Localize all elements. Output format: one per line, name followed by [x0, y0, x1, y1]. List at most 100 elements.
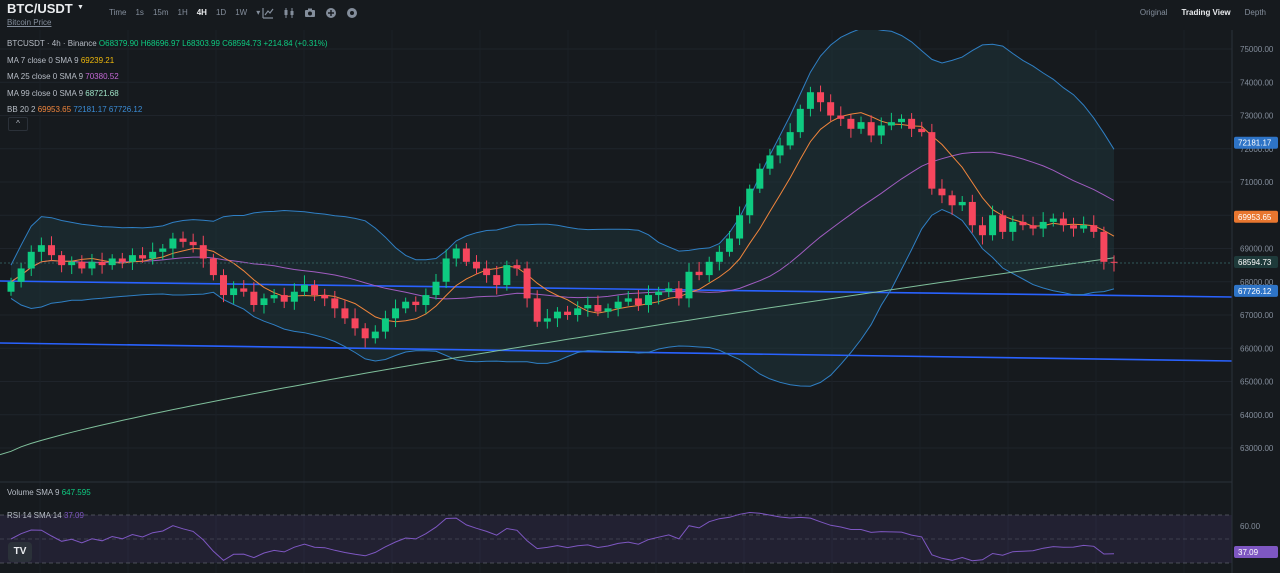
indicator-icon[interactable]: [262, 7, 274, 19]
candle-body: [1049, 218, 1057, 222]
candle-body: [230, 288, 238, 296]
chart-tools: [262, 7, 358, 19]
price-axis-tick: 73000.00: [1240, 112, 1274, 121]
view-tab-original[interactable]: Original: [1139, 8, 1168, 17]
interval-1h[interactable]: 1H: [177, 8, 188, 17]
candle-body: [989, 215, 997, 236]
asset-subtitle-link[interactable]: Bitcoin Price: [7, 18, 52, 27]
candle-body: [725, 238, 733, 252]
rsi-axis-tick: 60.00: [1240, 522, 1261, 531]
legend-ma7[interactable]: MA 7 close 0 SMA 9 69239.21: [7, 53, 328, 70]
candle-body: [128, 255, 136, 262]
price-axis-tick: 65000.00: [1240, 378, 1274, 387]
ma99-value: 68721.68: [85, 88, 119, 98]
chart-type-icon[interactable]: [283, 7, 295, 19]
candle-body: [806, 92, 814, 109]
tradingview-logo[interactable]: TV: [8, 542, 32, 562]
legend-ma99[interactable]: MA 99 close 0 SMA 9 68721.68: [7, 86, 328, 103]
interval-1w[interactable]: 1W: [235, 8, 248, 17]
candle-body: [240, 288, 248, 292]
candle-body: [1009, 221, 1017, 232]
candlesticks: [7, 85, 1118, 348]
candle-body: [523, 268, 531, 299]
candle-body: [189, 241, 197, 246]
view-tab-trading-view[interactable]: Trading View: [1181, 8, 1231, 17]
settings-icon[interactable]: [346, 7, 358, 19]
candle-body: [250, 291, 258, 306]
price-badge-value: 72181.17: [1238, 139, 1272, 148]
legend-bb[interactable]: BB 20 2 69953.65 72181.17 67726.12: [7, 102, 328, 119]
candle-body: [857, 122, 865, 129]
candle-body: [968, 201, 976, 226]
view-tabs: Original Trading View Depth: [1140, 8, 1266, 17]
volume-value: 647.595: [61, 488, 91, 497]
interval-4h[interactable]: 4H: [196, 8, 207, 17]
candle-body: [169, 238, 177, 249]
candle-body: [574, 308, 582, 315]
candle-body: [897, 118, 905, 123]
price-axis-tick: 63000.00: [1240, 444, 1274, 453]
candle-body: [341, 308, 349, 319]
candle-body: [493, 275, 501, 286]
rsi-label: RSI 14 SMA 14: [7, 511, 62, 520]
candle-body: [513, 265, 521, 269]
candle-body: [695, 271, 703, 276]
candle-body: [392, 308, 400, 319]
candle-body: [655, 291, 663, 296]
legend-collapse-button[interactable]: ^: [8, 117, 28, 131]
interval-15m[interactable]: 15m: [152, 8, 169, 17]
candle-body: [938, 188, 946, 196]
candle-body: [746, 188, 754, 216]
interval-1s[interactable]: 1s: [135, 8, 144, 17]
price-badge: [1234, 284, 1278, 297]
candle-body: [675, 288, 683, 299]
candle-body: [422, 295, 430, 306]
candle-body: [847, 118, 855, 129]
candle-body: [705, 261, 713, 276]
candle-body: [432, 281, 440, 296]
candle-body: [361, 328, 369, 339]
price-badge: [1234, 255, 1278, 268]
rsi-value: 37.09: [63, 511, 84, 520]
legend-ma25[interactable]: MA 25 close 0 SMA 9 70380.52: [7, 69, 328, 86]
candle-body: [381, 318, 389, 332]
candle-body: [68, 261, 76, 266]
interval-time[interactable]: Time: [109, 8, 127, 17]
bb-upper-line: [10, 30, 1115, 266]
candle-body: [553, 311, 561, 319]
trendline-upper: [0, 280, 1233, 298]
candle-body: [533, 298, 541, 322]
candle-body: [17, 268, 25, 282]
candle-body: [776, 145, 784, 156]
volume-legend: Volume SMA 9 647.595: [7, 488, 91, 497]
candle-body: [452, 248, 460, 259]
candle-body: [918, 128, 926, 133]
candle-body: [300, 285, 308, 292]
rsi-current-value: 37.09: [1238, 548, 1259, 557]
chevron-down-icon[interactable]: ▼: [77, 4, 84, 11]
price-axis-tick: 68000.00: [1240, 278, 1274, 287]
pair-selector[interactable]: BTC/USDT: [7, 1, 73, 16]
candle-body: [1019, 221, 1027, 226]
candle-body: [978, 225, 986, 236]
candle-body: [412, 301, 420, 306]
view-tab-depth[interactable]: Depth: [1244, 8, 1266, 17]
interval-more[interactable]: ▾: [256, 8, 261, 17]
candle-body: [1090, 225, 1098, 232]
price-chart[interactable]: 75000.00 74000.00 73000.00 72000.00 71000.00…: [0, 30, 1280, 573]
interval-1d[interactable]: 1D: [215, 8, 227, 17]
price-badge-value: 68594.73: [1238, 258, 1272, 267]
candle-body: [442, 258, 450, 282]
candle-body: [958, 201, 966, 206]
candle-body: [877, 125, 885, 136]
price-badges: 72181.17 69953.65 68594.73 67726.12: [1234, 136, 1278, 297]
legend-symbol-row: BTCUSDT · 4h · Binance O68379.90 H68696.…: [7, 36, 328, 53]
camera-icon[interactable]: [304, 7, 316, 19]
candle-body: [796, 108, 804, 133]
candle-body: [209, 258, 217, 276]
candle-body: [999, 215, 1007, 232]
bb-label: BB 20 2: [7, 105, 36, 114]
candle-body: [645, 295, 653, 306]
candle-body: [715, 251, 723, 262]
add-icon[interactable]: [325, 7, 337, 19]
